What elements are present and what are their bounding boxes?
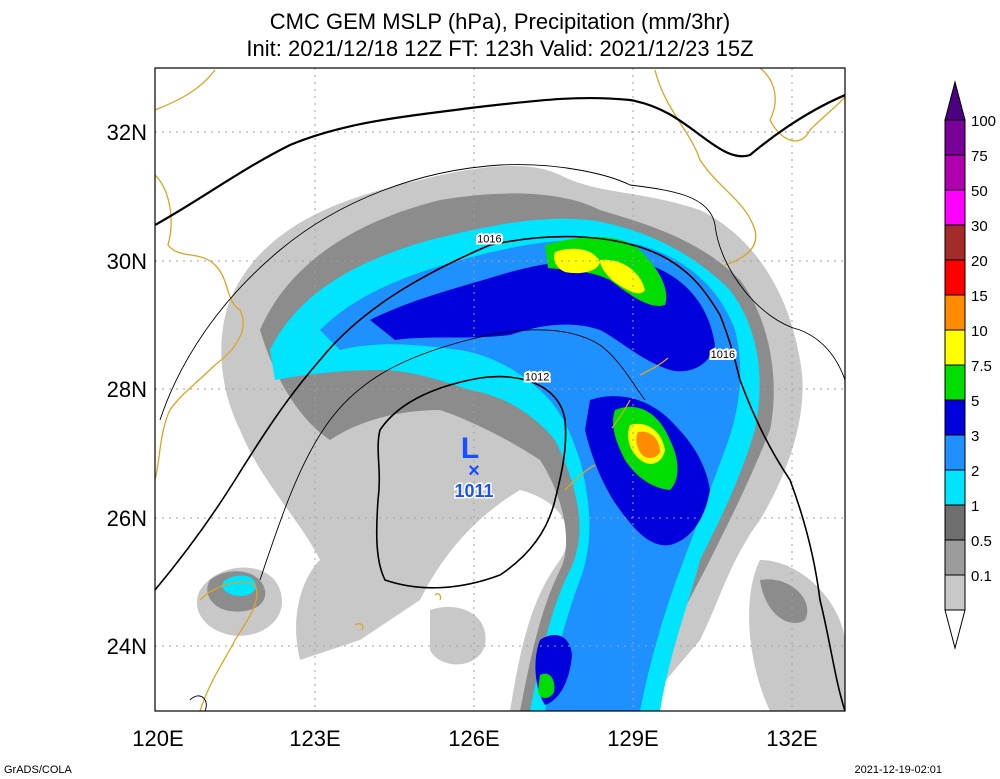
y-tick-label: 28N <box>107 377 147 402</box>
y-axis: 32N 30N 28N 26N 24N <box>107 120 147 659</box>
colorbar-label: 7.5 <box>971 358 992 375</box>
colorbar-label: 3 <box>971 428 979 445</box>
colorbar-label: 100 <box>971 113 996 130</box>
y-tick-label: 26N <box>107 506 147 531</box>
colorbar-label: 75 <box>971 148 988 165</box>
colorbar-top-arrow <box>944 80 966 121</box>
colorbar-swatch <box>944 119 966 156</box>
colorbar: 100 75 50 30 20 15 10 7.5 5 3 2 1 0.5 0.1 <box>944 80 996 650</box>
colorbar-label: 0.5 <box>971 533 992 550</box>
colorbar-swatch <box>944 189 966 226</box>
colorbar-label: 30 <box>971 218 988 235</box>
isobars <box>155 93 845 711</box>
colorbar-swatch <box>944 154 966 191</box>
low-pressure-label: 1011 <box>454 481 493 501</box>
map-frame <box>154 67 846 712</box>
x-tick-label: 120E <box>132 726 183 751</box>
colorbar-swatch <box>944 329 966 366</box>
colorbar-bottom-arrow <box>944 609 966 650</box>
x-tick-label: 129E <box>607 726 658 751</box>
y-tick-label: 30N <box>107 249 147 274</box>
x-tick-label: 132E <box>766 726 817 751</box>
colorbar-label: 1 <box>971 498 979 515</box>
colorbar-label: 0.1 <box>971 568 992 585</box>
precip-shading <box>196 165 845 711</box>
colorbar-swatch <box>944 504 966 541</box>
map-plot-area: 1016 1016 1012 L × 1011 <box>155 68 845 711</box>
colorbar-swatch <box>944 399 966 436</box>
colorbar-label: 2 <box>971 463 979 480</box>
colorbar-swatch <box>944 259 966 296</box>
colorbar-swatch <box>944 224 966 261</box>
colorbar-swatch <box>944 434 966 471</box>
colorbar-swatch <box>944 469 966 506</box>
x-axis: 120E 123E 126E 129E 132E <box>132 726 817 751</box>
low-center: L × 1011 <box>453 432 495 503</box>
low-marker: × <box>468 460 480 482</box>
colorbar-label: 10 <box>971 323 988 340</box>
graticule <box>155 68 845 711</box>
map-title: CMC GEM MSLP (hPa), Precipitation (mm/3h… <box>269 9 731 34</box>
colorbar-swatch <box>944 294 966 331</box>
isobar-label: 1016 <box>711 349 735 361</box>
y-tick-label: 24N <box>107 634 147 659</box>
y-tick-label: 32N <box>107 120 147 145</box>
colorbar-label: 50 <box>971 183 988 200</box>
colorbar-label: 20 <box>971 253 988 270</box>
map-subtitle: Init: 2021/12/18 12Z FT: 123h Valid: 202… <box>246 36 754 61</box>
colorbar-swatch <box>944 539 966 576</box>
colorbar-label: 15 <box>971 288 988 305</box>
isobar-label: 1012 <box>525 372 549 384</box>
low-symbol: L <box>461 432 479 465</box>
footer-credit: GrADS/COLA <box>4 764 72 776</box>
colorbar-swatch <box>944 364 966 401</box>
isobar-labels: 1016 1016 1012 <box>475 231 737 385</box>
colorbar-label: 5 <box>971 393 979 410</box>
footer-timestamp: 2021-12-19-02:01 <box>854 764 942 776</box>
colorbar-swatch <box>944 574 966 611</box>
isobar-label: 1016 <box>477 233 501 245</box>
x-tick-label: 126E <box>448 726 499 751</box>
x-tick-label: 123E <box>289 726 340 751</box>
coastlines <box>155 68 845 711</box>
